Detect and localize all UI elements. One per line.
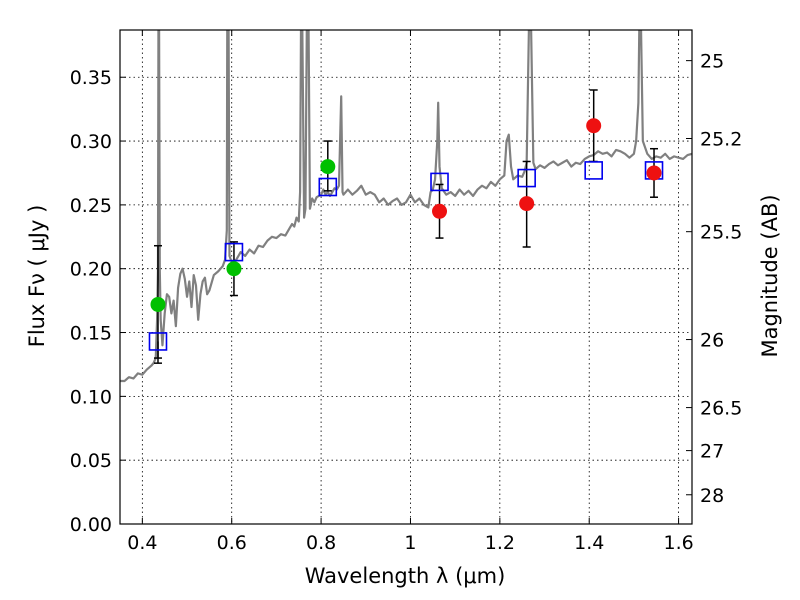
model-band-squares (148, 161, 664, 351)
green-data-point (226, 261, 242, 277)
right-tick-label: 25.2 (700, 129, 742, 151)
y-tick-label: 0.20 (70, 259, 112, 281)
grid (120, 30, 692, 524)
right-tick-label: 27 (700, 441, 724, 463)
y-tick-label: 0.25 (70, 195, 112, 217)
red-data-point (646, 165, 662, 181)
model-band-square (224, 242, 244, 262)
x-tick-label: 1 (404, 532, 416, 554)
model-band-square (430, 172, 449, 192)
x-tick-label: 1.6 (663, 532, 693, 554)
model-band-square (318, 177, 338, 197)
x-tick-label: 0.4 (127, 532, 157, 554)
y-axis-title: Flux Fν ( μJy ) (25, 205, 49, 348)
y-tick-label: 0.00 (70, 514, 112, 536)
y-tick-label: 0.10 (70, 386, 112, 408)
model-band-square (148, 332, 168, 351)
model-band-square (584, 161, 603, 180)
green-data-point (150, 296, 166, 312)
x-tick-label: 1.2 (485, 532, 515, 554)
red-data-point (519, 196, 535, 212)
right-tick-label: 26.5 (700, 398, 742, 420)
x-tick-label: 0.6 (217, 532, 247, 554)
y-tick-label: 0.15 (70, 323, 112, 345)
right-tick-label: 25 (700, 51, 724, 73)
right-axis-ticks: 25 25.2 25.5 26 26.5 27 28 (686, 51, 742, 507)
x-axis-ticks: 0.4 0.6 0.8 1 1.2 1.4 1.6 (127, 30, 694, 554)
y-tick-label: 0.35 (70, 67, 112, 89)
observed-points (150, 118, 662, 312)
plot-frame (119, 29, 693, 525)
red-data-point (586, 118, 602, 134)
x-tick-label: 1.4 (574, 532, 604, 554)
model-spectrum (120, 30, 692, 383)
right-tick-label: 28 (700, 485, 724, 507)
y-tick-label: 0.30 (70, 131, 112, 153)
right-tick-label: 25.5 (700, 222, 742, 244)
red-data-point (432, 203, 448, 219)
y-tick-label: 0.05 (70, 450, 112, 472)
model-band-square (517, 168, 536, 188)
right-tick-label: 26 (700, 330, 724, 352)
model-spectrum-line (120, 30, 692, 383)
green-data-point (320, 159, 336, 175)
y-axis-ticks: 0.00 0.05 0.10 0.15 0.20 0.25 0.30 0.35 (70, 67, 126, 536)
right-axis-title: Magnitude (AB) (758, 194, 782, 357)
x-axis-title: Wavelength λ (μm) (305, 564, 506, 588)
x-tick-label: 0.8 (306, 532, 336, 554)
